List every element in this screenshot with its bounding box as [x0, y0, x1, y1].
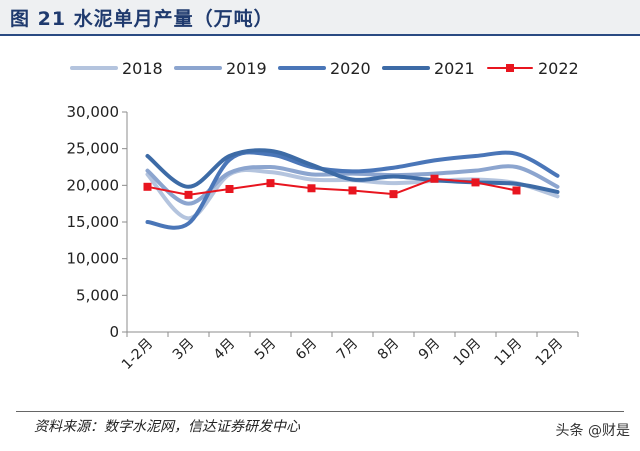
series-line-2020: [145, 150, 560, 230]
data-point-2022: [184, 190, 193, 199]
data-point-2022: [307, 184, 316, 193]
x-tick-label: 8月: [375, 336, 403, 364]
y-tick-label: 10,000: [67, 250, 120, 268]
legend-label-2019: 2019: [226, 59, 267, 78]
legend-label-2021: 2021: [434, 59, 475, 78]
title-divider: [0, 34, 640, 36]
x-tick-label: 11月: [492, 336, 526, 370]
x-tick-label: 1-2月: [119, 336, 156, 373]
data-point-2022: [512, 186, 521, 195]
data-point-2022: [266, 179, 275, 188]
y-tick-label: 0: [109, 323, 119, 341]
data-point-2022: [143, 182, 152, 191]
figure-title: 图 21 水泥单月产量（万吨）: [10, 8, 274, 30]
y-tick-label: 5,000: [76, 286, 119, 304]
legend-label-2020: 2020: [330, 59, 371, 78]
x-tick-label: 10月: [451, 336, 485, 370]
line-chart: 2018 2019 2020 2021 2022 0 5,000 10,000 15,000 2…: [67, 59, 579, 373]
chart-axes: 0 5,000 10,000 15,000 20,000 25,000 30,000 1-2月…: [67, 103, 579, 373]
x-tick-label: 9月: [416, 336, 444, 364]
x-tick-label: 3月: [170, 336, 198, 364]
x-tick-label: 7月: [334, 336, 362, 364]
data-point-2022: [225, 185, 234, 193]
x-tick-label: 12月: [533, 336, 567, 370]
chart-series-group: [143, 148, 560, 230]
y-tick-label: 25,000: [67, 140, 120, 158]
data-point-2022: [348, 186, 357, 195]
x-tick-label: 6月: [293, 336, 321, 364]
data-point-2022: [471, 178, 480, 187]
legend-marker-2022: [506, 64, 514, 72]
figure-header: 图 21 水泥单月产量（万吨）: [0, 0, 640, 34]
y-tick-label: 30,000: [67, 103, 120, 121]
x-tick-label: 4月: [211, 336, 239, 364]
data-point-2022: [430, 174, 439, 183]
series-line-2022: [146, 177, 518, 196]
y-tick-label: 15,000: [67, 213, 120, 231]
data-point-2022: [389, 190, 398, 199]
chart-legend: 2018 2019 2020 2021 2022: [70, 59, 579, 78]
legend-label-2022: 2022: [538, 59, 579, 78]
legend-label-2018: 2018: [122, 59, 163, 78]
series-line-2021: [145, 148, 560, 194]
watermark: 头条 @财是: [555, 423, 630, 439]
source-divider: [16, 411, 624, 412]
x-tick-label: 5月: [252, 336, 280, 364]
series-line-2019: [145, 164, 560, 206]
y-tick-label: 20,000: [67, 176, 120, 194]
source-note: 资料来源：数字水泥网，信达证券研发中心: [34, 419, 300, 435]
